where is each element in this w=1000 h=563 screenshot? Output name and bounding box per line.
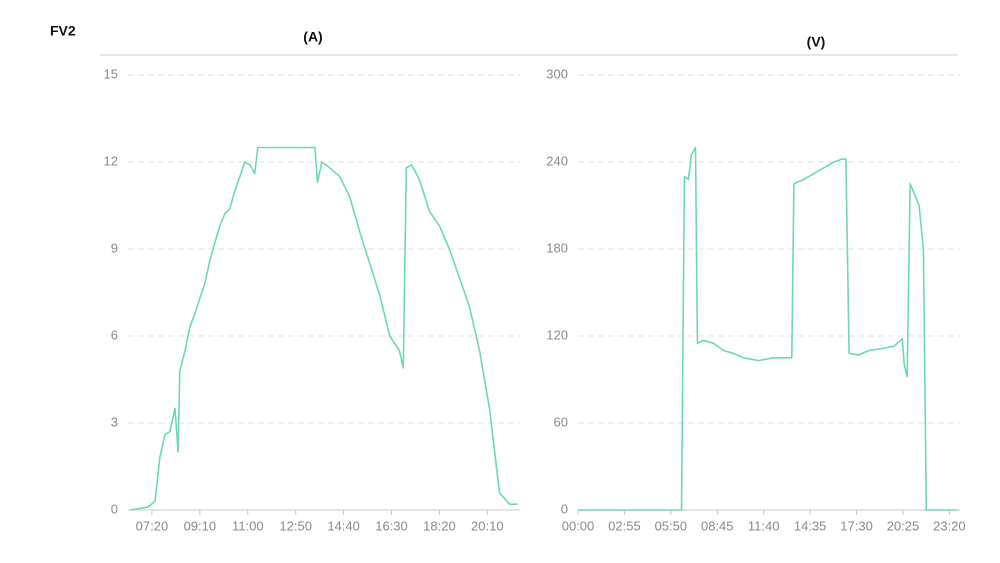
x-tick-label: 14:40 (327, 518, 360, 533)
x-tick-label: 12:50 (279, 518, 312, 533)
panel-heading: FV2 (50, 23, 76, 39)
chart-title: (A) (303, 29, 322, 45)
y-tick-label: 9 (111, 240, 118, 255)
x-tick-label: 20:25 (887, 518, 920, 533)
x-tick-label: 05:50 (655, 518, 688, 533)
chart-title: (V) (807, 34, 826, 50)
y-tick-label: 300 (546, 66, 568, 81)
x-tick-label: 07:20 (136, 518, 169, 533)
x-tick-label: 18:20 (423, 518, 456, 533)
x-tick-label: 09:10 (184, 518, 217, 533)
data-line (578, 146, 958, 511)
y-tick-label: 12 (104, 153, 118, 168)
x-tick-label: 17:30 (840, 518, 873, 533)
x-tick-label: 08:45 (701, 518, 734, 533)
y-tick-label: 3 (111, 414, 118, 429)
y-tick-label: 15 (104, 66, 118, 81)
y-tick-label: 0 (111, 501, 118, 516)
x-tick-label: 11:40 (748, 518, 780, 533)
x-tick-label: 11:00 (232, 518, 264, 533)
y-tick-label: 0 (561, 501, 568, 516)
x-tick-label: 14:35 (794, 518, 827, 533)
x-tick-label: 20:10 (471, 518, 504, 533)
y-tick-label: 180 (546, 240, 568, 255)
y-tick-label: 120 (546, 327, 568, 342)
data-line (130, 146, 518, 511)
x-tick-label: 16:30 (375, 518, 408, 533)
x-tick-label: 23:20 (933, 518, 966, 533)
x-tick-label: 02:55 (608, 518, 641, 533)
x-tick-label: 00:00 (562, 518, 595, 533)
y-tick-label: 6 (111, 327, 118, 342)
y-tick-label: 60 (554, 414, 568, 429)
y-tick-label: 240 (546, 153, 568, 168)
